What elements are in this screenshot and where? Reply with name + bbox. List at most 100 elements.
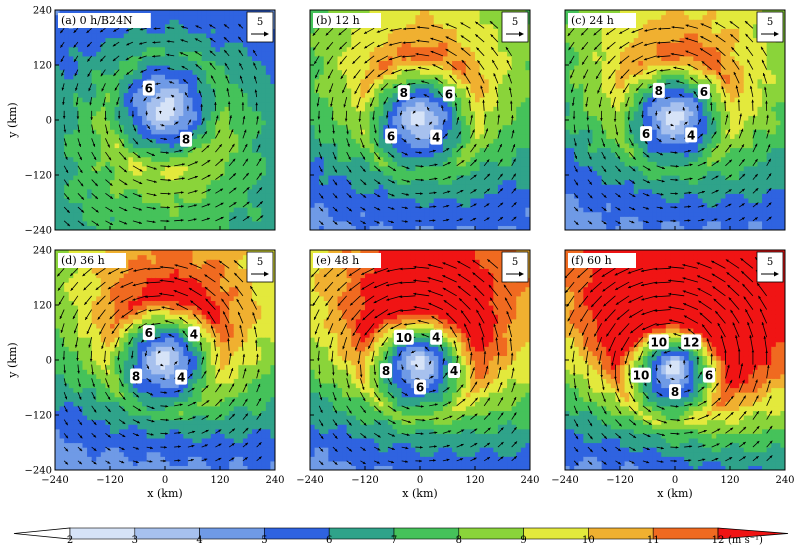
colorbar-tick-label: 10 xyxy=(582,535,595,546)
colorbar-segment xyxy=(264,527,330,540)
contour-label: 6 xyxy=(387,129,395,143)
panel-label: (c) 24 h xyxy=(571,14,614,27)
contour-label: 8 xyxy=(132,369,140,383)
reference-vector: 5 xyxy=(756,251,784,283)
contour-label-bg xyxy=(697,84,710,100)
x-tick-label: −240 xyxy=(41,475,68,486)
y-tick-label: 120 xyxy=(33,61,52,72)
contour-label: 4 xyxy=(450,364,458,378)
panel-label: (f) 60 h xyxy=(571,254,612,267)
contour-label: 4 xyxy=(687,128,695,142)
contour-label: 4 xyxy=(190,327,198,341)
x-tick-label: 240 xyxy=(265,475,284,486)
x-tick-label: −120 xyxy=(606,475,633,486)
y-tick-label: −120 xyxy=(25,171,52,182)
colorbar-tick-label: 2 xyxy=(67,535,73,546)
wind-vectors xyxy=(567,20,772,226)
panel-label: (e) 48 h xyxy=(316,254,359,267)
x-tick-label: −240 xyxy=(551,475,578,486)
contour-label-bg xyxy=(430,129,443,145)
reference-vector-label: 5 xyxy=(767,17,773,28)
x-axis-label: x (km) xyxy=(657,487,692,500)
reference-vector-label: 5 xyxy=(257,257,263,268)
colorbar-tick-label: 4 xyxy=(196,535,202,546)
panel-label: (b) 12 h xyxy=(316,14,360,27)
speed-field xyxy=(55,10,275,230)
y-axis-label: y (km) xyxy=(6,102,19,138)
panel-a: −240 −120 0 120 240 y (km) (a) 0 h/B24N 5 6 8 xyxy=(6,6,276,237)
contour-label-bg xyxy=(397,85,410,101)
speed-field xyxy=(310,250,530,470)
colorbar-tick-label: 9 xyxy=(520,535,526,546)
y-tick-label: 240 xyxy=(33,6,52,17)
reference-vector: 5 xyxy=(246,11,274,43)
contour-label-bg xyxy=(442,86,455,102)
contour-label: 8 xyxy=(400,86,408,100)
contour-label: 6 xyxy=(700,85,708,99)
contour-label: 8 xyxy=(182,133,190,147)
colorbar-units: (m s⁻¹) xyxy=(728,535,763,546)
x-axis-label: x (km) xyxy=(147,487,182,500)
colorbar-segment xyxy=(199,527,265,540)
y-tick-label: 0 xyxy=(46,116,52,127)
colorbar-last-label: 12 xyxy=(712,535,725,546)
y-tick-label: −120 xyxy=(25,411,52,422)
contour-label: 6 xyxy=(445,87,453,101)
contour-label: 12 xyxy=(683,335,700,349)
wind-vectors xyxy=(565,257,773,466)
contour-label: 6 xyxy=(145,82,153,96)
y-tick-label: −240 xyxy=(25,226,52,237)
x-tick-label: −120 xyxy=(96,475,123,486)
colorbar-segment xyxy=(393,527,460,540)
panel-label-bg xyxy=(58,253,126,268)
contour-label-bg xyxy=(130,368,143,384)
panel-b: (b) 12 h 5 8 6 4 6 xyxy=(309,9,531,231)
x-tick-label: 240 xyxy=(520,475,539,486)
contour-label: 8 xyxy=(671,385,679,399)
y-axis-label: y (km) xyxy=(6,342,19,378)
x-tick-label: 0 xyxy=(672,475,678,486)
x-tick-label: 120 xyxy=(210,475,229,486)
colorbar-tick-label: 3 xyxy=(132,535,138,546)
contour-label-bg xyxy=(380,363,393,379)
contour-label-bg xyxy=(393,329,414,345)
x-tick-label: 240 xyxy=(775,475,794,486)
y-tick-label: 120 xyxy=(33,301,52,312)
colorbar-segment xyxy=(328,527,395,540)
reference-vector-label: 5 xyxy=(512,17,518,28)
speed-field xyxy=(565,10,785,230)
colorbar-tick-label: 7 xyxy=(391,535,397,546)
reference-vector-label: 5 xyxy=(257,17,263,28)
contour-label-bg xyxy=(681,334,702,350)
colorbar-low-extend xyxy=(13,527,71,540)
contour-label: 10 xyxy=(633,369,650,383)
colorbar-tick-label: 6 xyxy=(326,535,332,546)
contour-label-bg xyxy=(430,329,443,345)
panel-label: (a) 0 h/B24N xyxy=(61,14,133,27)
colorbar-tick-label: 5 xyxy=(261,535,267,546)
contour-label: 4 xyxy=(432,331,440,345)
colorbar-segment xyxy=(134,527,200,540)
colorbar-high-extend xyxy=(717,527,789,540)
contour-label-bg xyxy=(631,367,652,383)
wind-vectors xyxy=(56,259,262,465)
panel-label-bg xyxy=(568,253,636,268)
colorbar-segment xyxy=(458,527,524,540)
contour-label-bg xyxy=(648,334,669,350)
panel-f: −240 −120 0 120 240 x (km) (f) 60 h 5 10 10 8 6 12 xyxy=(551,249,795,500)
contour-label-bg xyxy=(385,128,398,144)
panel-label: (d) 36 h xyxy=(61,254,105,267)
reference-vector-label: 5 xyxy=(767,257,773,268)
reference-vector: 5 xyxy=(501,11,529,43)
colorbar: 2 3 4 5 6 7 8 9 10 11 12 (m s⁻¹) xyxy=(13,527,789,546)
x-axis-label: x (km) xyxy=(402,487,437,500)
colorbar-segment xyxy=(523,527,589,540)
contour-label-bg xyxy=(652,82,665,98)
speed-field xyxy=(55,250,275,470)
x-tick-label: 0 xyxy=(417,475,423,486)
contour-label: 4 xyxy=(177,371,185,385)
contour-label-bg xyxy=(448,363,461,379)
y-tick-label: 240 xyxy=(33,246,52,257)
contour-label: 6 xyxy=(642,127,650,141)
